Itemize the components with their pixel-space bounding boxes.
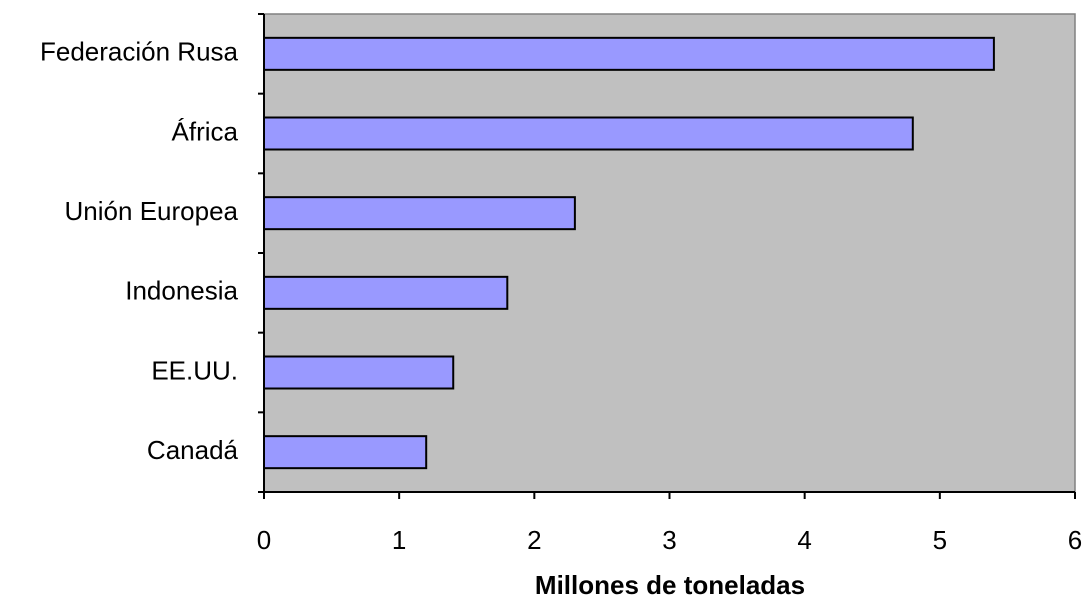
x-tick-label: 3 bbox=[662, 525, 676, 555]
plot-area bbox=[263, 13, 1076, 493]
bar bbox=[263, 116, 914, 151]
x-tick-label: 4 bbox=[797, 525, 811, 555]
x-tick-label: 2 bbox=[527, 525, 541, 555]
y-tick-label: África bbox=[172, 116, 239, 146]
x-axis-title: Millones de toneladas bbox=[535, 570, 805, 600]
bar bbox=[263, 36, 995, 71]
bar bbox=[263, 435, 428, 470]
bar bbox=[263, 196, 576, 231]
x-tick-label: 0 bbox=[257, 525, 271, 555]
y-tick-label: Federación Rusa bbox=[40, 37, 239, 67]
y-tick-label: Indonesia bbox=[125, 276, 238, 306]
y-tick-label: Canadá bbox=[147, 435, 239, 465]
x-tick-label: 1 bbox=[392, 525, 406, 555]
x-tick-label: 6 bbox=[1068, 525, 1082, 555]
y-tick-label: Unión Europea bbox=[65, 196, 239, 226]
bar bbox=[263, 355, 455, 390]
x-tick-label: 5 bbox=[933, 525, 947, 555]
bar bbox=[263, 275, 509, 310]
y-tick-label: EE.UU. bbox=[151, 355, 238, 385]
